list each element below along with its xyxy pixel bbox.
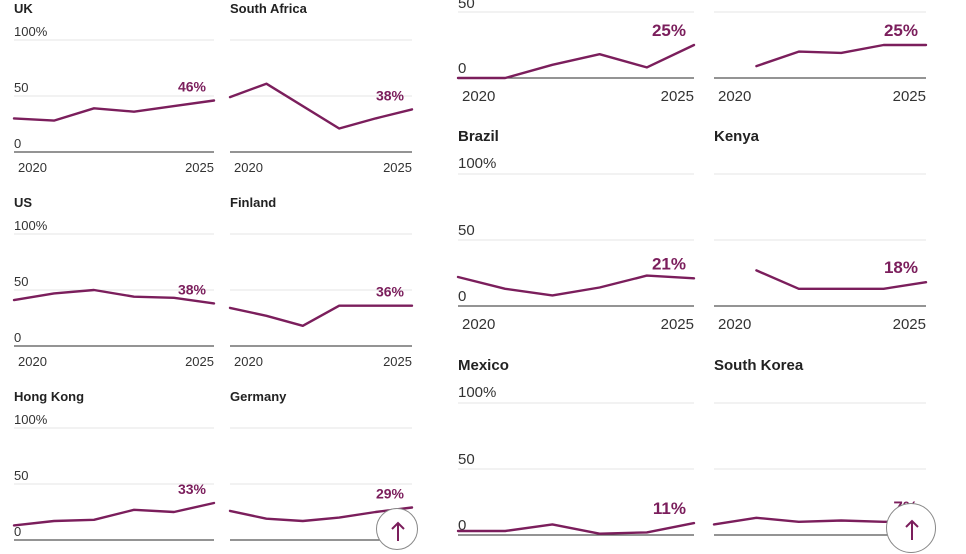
kenya-end-value-label: 18%	[884, 258, 918, 277]
brazil-ytick-label: 0	[458, 288, 466, 305]
germany-series-line	[228, 506, 414, 523]
panel-7-end-value-label: 25%	[652, 21, 686, 40]
hong-kong-ytick-label: 50	[14, 468, 28, 483]
panel-7-xtick-label: 2020	[462, 88, 495, 105]
panel-7-ytick-label: 0	[458, 60, 466, 77]
us-ytick-label: 100%	[14, 218, 48, 233]
panel-8-series-line	[755, 43, 928, 68]
hong-kong-ytick-label: 100%	[14, 412, 48, 427]
brazil-ytick-label: 100%	[458, 155, 496, 172]
finland-series-line	[228, 304, 414, 327]
us-xtick-label: 2025	[185, 354, 214, 369]
hong-kong-series-line	[12, 501, 216, 527]
finland-xtick-label: 2025	[383, 354, 412, 369]
south-korea-title: South Korea	[714, 357, 804, 374]
panel-8-end-value-label: 25%	[884, 21, 918, 40]
mexico-ytick-label: 100%	[458, 384, 496, 401]
kenya-xtick-label: 2020	[718, 316, 751, 333]
kenya-xtick-label: 2025	[893, 316, 926, 333]
uk-end-value-label: 46%	[178, 78, 207, 94]
hong-kong-ytick-label: 0	[14, 524, 21, 539]
finland-title: Finland	[230, 195, 276, 210]
uk-title: UK	[14, 1, 33, 16]
south-africa-end-value-label: 38%	[376, 87, 405, 103]
south-africa-xtick-label: 2025	[383, 160, 412, 175]
uk-xtick-label: 2025	[185, 160, 214, 175]
us-xtick-label: 2020	[18, 354, 47, 369]
us-ytick-label: 50	[14, 274, 28, 289]
panel-7-xtick-label: 2025	[661, 88, 694, 105]
uk-series-line	[12, 99, 216, 122]
mexico-series-line	[456, 521, 696, 535]
south-africa-series-line	[228, 82, 414, 130]
scroll-to-top-button-right[interactable]	[886, 503, 936, 553]
uk-xtick-label: 2020	[18, 160, 47, 175]
kenya-series-line	[755, 269, 928, 290]
brazil-series-line	[456, 274, 696, 297]
panel-8-xtick-label: 2025	[893, 88, 926, 105]
uk-ytick-label: 100%	[14, 24, 48, 39]
brazil-end-value-label: 21%	[652, 254, 686, 273]
mexico-ytick-label: 0	[458, 517, 466, 534]
brazil-title: Brazil	[458, 128, 499, 145]
uk-ytick-label: 0	[14, 136, 21, 151]
uk-ytick-label: 50	[14, 80, 28, 95]
mexico-ytick-label: 50	[458, 451, 475, 468]
brazil-ytick-label: 50	[458, 222, 475, 239]
panel-8-xtick-label: 2020	[718, 88, 751, 105]
finland-end-value-label: 36%	[376, 284, 405, 300]
south-africa-xtick-label: 2020	[234, 160, 263, 175]
arrow-up-icon	[905, 519, 919, 540]
hong-kong-title: Hong Kong	[14, 389, 84, 404]
brazil-xtick-label: 2020	[462, 316, 495, 333]
us-title: US	[14, 195, 32, 210]
brazil-xtick-label: 2025	[661, 316, 694, 333]
us-end-value-label: 38%	[178, 281, 207, 297]
us-ytick-label: 0	[14, 330, 21, 345]
kenya-title: Kenya	[714, 128, 760, 145]
south-africa-title: South Africa	[230, 1, 308, 16]
hong-kong-end-value-label: 33%	[178, 481, 207, 497]
germany-title: Germany	[230, 389, 287, 404]
panel-7-series-line	[456, 43, 696, 80]
germany-end-value-label: 29%	[376, 486, 405, 502]
us-series-line	[12, 288, 216, 305]
mexico-title: Mexico	[458, 357, 509, 374]
scroll-to-top-button-left[interactable]	[376, 508, 418, 550]
panel-7-ytick-label: 50	[458, 0, 475, 12]
arrow-up-icon	[391, 521, 405, 541]
mexico-end-value-label: 11%	[653, 499, 686, 518]
finland-xtick-label: 2020	[234, 354, 263, 369]
